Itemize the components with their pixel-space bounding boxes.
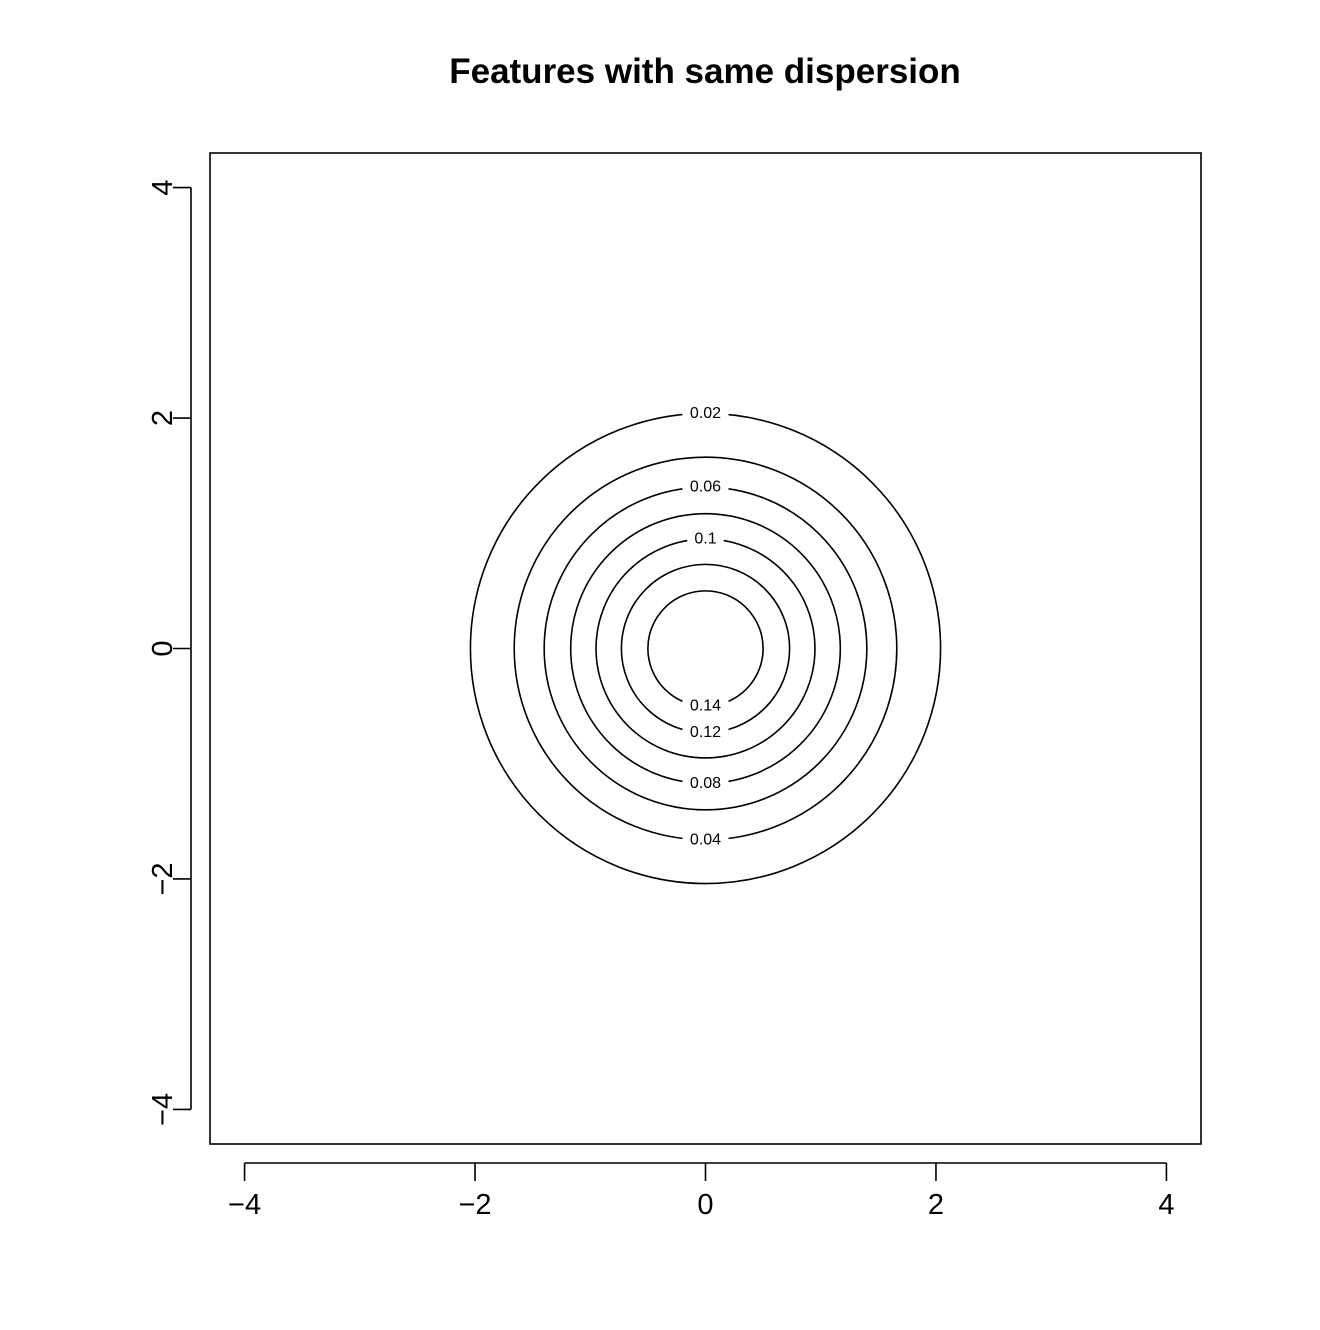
y-tick-label: 2: [147, 410, 179, 426]
contour-label: 0.1: [694, 531, 716, 548]
x-tick-label: −2: [458, 1189, 491, 1221]
y-axis: −4 −2 0 2 4: [147, 179, 192, 1126]
y-tick-label: −2: [147, 862, 179, 895]
contour-label-bg: [682, 773, 729, 794]
plot-frame: [209, 152, 1202, 1145]
x-tick-label: 4: [1158, 1189, 1174, 1221]
y-tick-label: 0: [147, 640, 179, 656]
contour-label-bg: [682, 403, 729, 424]
contour-lines: 0.02 0.04 0.06 0.08 0.1 0.12 0.14: [469, 403, 942, 885]
contour-label: 0.02: [690, 405, 721, 422]
y-tick-label: −4: [147, 1093, 179, 1126]
x-tick-label: −4: [228, 1189, 261, 1221]
contour-label: 0.08: [690, 775, 721, 792]
contour-label-bg: [682, 722, 729, 743]
contour-label: 0.06: [690, 479, 721, 496]
contour-label-bg: [682, 477, 729, 498]
contour-label: 0.04: [690, 831, 721, 848]
contour-label-bg: [687, 529, 724, 550]
x-tick-label: 0: [697, 1189, 713, 1221]
contour-label-bg: [682, 829, 729, 850]
x-tick-label: 2: [928, 1189, 944, 1221]
chart-title: Features with same dispersion: [449, 52, 961, 91]
x-axis: −4 −2 0 2 4: [228, 1162, 1175, 1221]
y-tick-label: 4: [147, 179, 179, 195]
contour-label-bg: [682, 696, 729, 717]
contour-line: [569, 512, 842, 785]
contour-line: [647, 590, 764, 707]
contour-label: 0.12: [690, 724, 721, 741]
contour-label: 0.14: [690, 698, 721, 715]
